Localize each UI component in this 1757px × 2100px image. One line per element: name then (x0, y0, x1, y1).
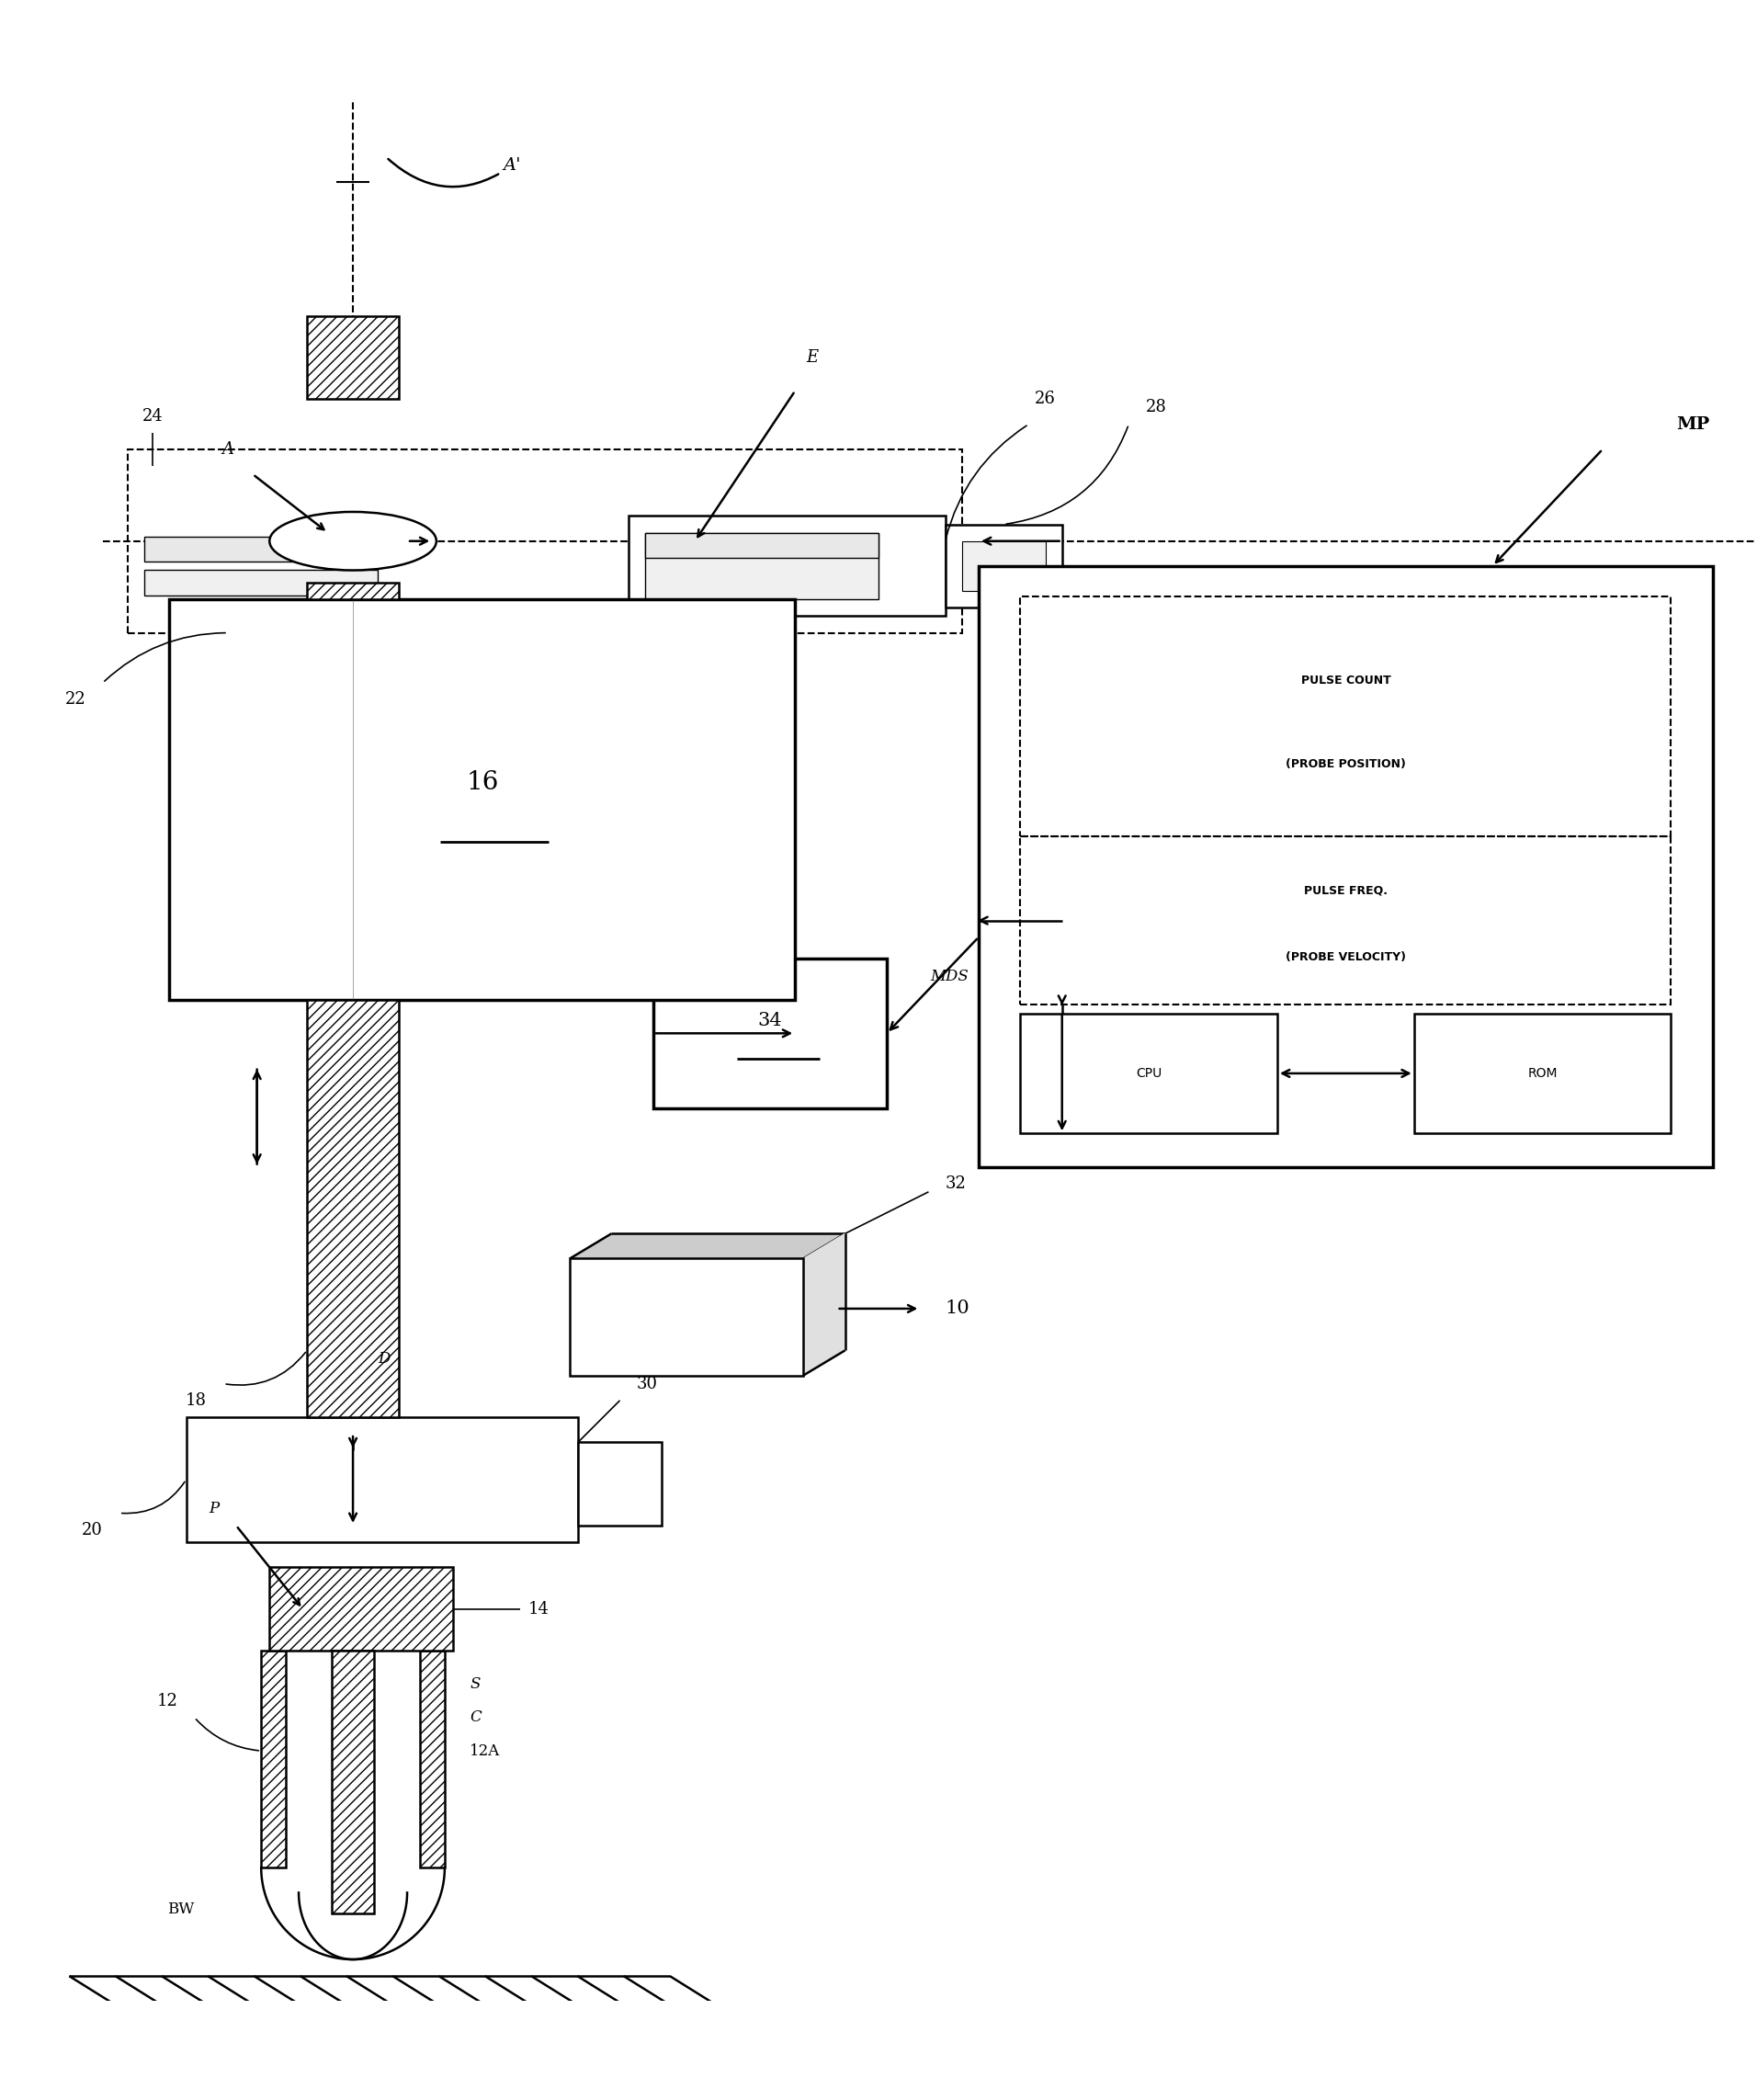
Bar (269, 1567, 453, 1651)
Bar (569, 1258, 803, 1376)
Text: 26: 26 (1035, 391, 1056, 407)
Bar (1021, 836, 1671, 1004)
Bar (332, 1651, 374, 1913)
Text: MP: MP (1676, 416, 1710, 433)
Bar (307, 1000, 399, 1418)
Text: MDS: MDS (929, 968, 968, 985)
Text: 28: 28 (1146, 399, 1167, 416)
Text: BW: BW (167, 1901, 195, 1917)
Text: 32: 32 (945, 1176, 966, 1193)
Bar (1021, 1014, 1277, 1134)
Text: 30: 30 (636, 1376, 657, 1392)
Bar (1021, 596, 1671, 836)
Bar (578, 1443, 662, 1525)
Bar (262, 1651, 286, 1867)
Text: 14: 14 (529, 1600, 550, 1617)
Text: 24: 24 (142, 407, 163, 424)
Text: A': A' (388, 158, 522, 187)
Text: 22: 22 (65, 691, 86, 708)
Text: 34: 34 (757, 1012, 782, 1029)
Bar (169, 598, 796, 1000)
Text: (PROBE POSITION): (PROBE POSITION) (1286, 758, 1406, 771)
Text: PULSE FREQ.: PULSE FREQ. (1304, 884, 1388, 897)
Text: 20: 20 (81, 1522, 102, 1537)
Text: PULSE COUNT: PULSE COUNT (1300, 674, 1390, 687)
Text: D: D (378, 1350, 390, 1367)
Text: 18: 18 (186, 1392, 207, 1409)
Bar (420, 1651, 445, 1867)
Bar (961, 542, 1045, 590)
Text: 12: 12 (156, 1693, 177, 1709)
Text: 16: 16 (466, 771, 499, 796)
Ellipse shape (269, 512, 436, 571)
Bar (128, 449, 961, 632)
Bar (186, 1418, 578, 1541)
Text: C: C (469, 1709, 481, 1726)
Text: 10: 10 (945, 1300, 970, 1317)
Bar (654, 958, 887, 1109)
Text: A: A (221, 441, 234, 458)
Bar (645, 533, 878, 559)
Text: CPU: CPU (1135, 1067, 1161, 1079)
Bar (144, 571, 378, 594)
Polygon shape (569, 1233, 845, 1258)
Text: E: E (806, 349, 817, 365)
Polygon shape (803, 1233, 845, 1376)
Bar (645, 533, 878, 598)
Bar (307, 584, 399, 598)
Text: P: P (209, 1501, 220, 1516)
Bar (144, 538, 378, 563)
Text: S: S (469, 1676, 480, 1693)
Bar (945, 525, 1061, 607)
Bar (629, 517, 945, 615)
Bar (1414, 1014, 1671, 1134)
Bar (307, 315, 399, 399)
Text: ROM: ROM (1527, 1067, 1557, 1079)
Bar (979, 567, 1713, 1168)
Text: 12A: 12A (469, 1743, 501, 1758)
Text: (PROBE VELOCITY): (PROBE VELOCITY) (1286, 951, 1406, 964)
